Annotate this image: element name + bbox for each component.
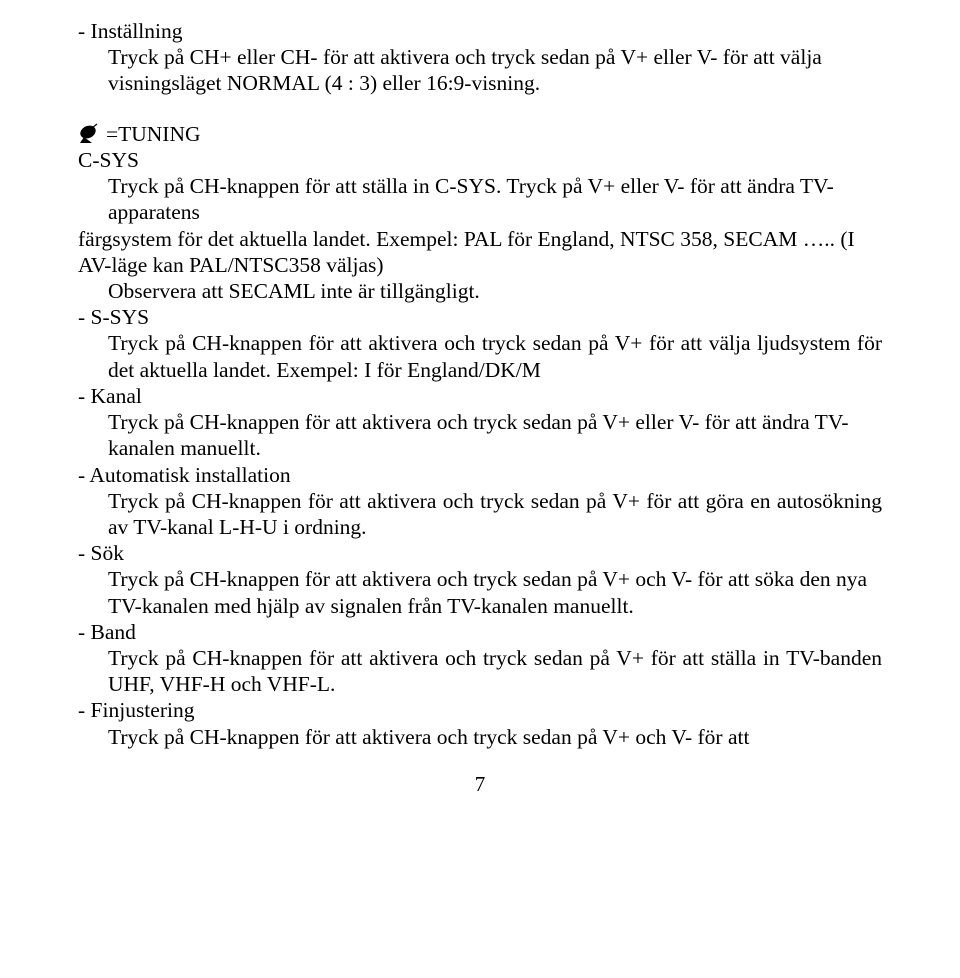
- section-finjustering-title: - Finjustering: [78, 697, 882, 723]
- section-csys-body-3: Observera att SECAML inte är tillgänglig…: [78, 278, 882, 304]
- section-csys-body-1: Tryck på CH-knappen för att ställa in C-…: [78, 173, 882, 225]
- section-auto-body: Tryck på CH-knappen för att aktivera och…: [78, 488, 882, 540]
- tuning-line: =TUNING: [78, 121, 882, 147]
- section-kanal-body: Tryck på CH-knappen för att aktivera och…: [78, 409, 882, 461]
- section-sok-title: - Sök: [78, 540, 882, 566]
- spacer: [78, 97, 882, 121]
- section-installning-title: - Inställning: [78, 18, 882, 44]
- section-ssys-body: Tryck på CH-knappen för att aktivera och…: [78, 330, 882, 382]
- section-band-title: - Band: [78, 619, 882, 645]
- section-csys-title: C-SYS: [78, 147, 882, 173]
- section-finjustering-body: Tryck på CH-knappen för att aktivera och…: [78, 724, 882, 750]
- section-ssys-title: - S-SYS: [78, 304, 882, 330]
- page-number: 7: [78, 772, 882, 798]
- satellite-dish-icon: [78, 123, 104, 143]
- section-sok-body: Tryck på CH-knappen för att aktivera och…: [78, 566, 882, 618]
- section-csys-body-2: färgsystem för det aktuella landet. Exem…: [78, 226, 882, 278]
- tuning-label: =TUNING: [106, 122, 201, 146]
- document-page: - Inställning Tryck på CH+ eller CH- för…: [0, 0, 960, 798]
- section-kanal-title: - Kanal: [78, 383, 882, 409]
- section-auto-title: - Automatisk installation: [78, 462, 882, 488]
- section-band-body: Tryck på CH-knappen för att aktivera och…: [78, 645, 882, 697]
- section-installning-body: Tryck på CH+ eller CH- för att aktivera …: [78, 44, 882, 96]
